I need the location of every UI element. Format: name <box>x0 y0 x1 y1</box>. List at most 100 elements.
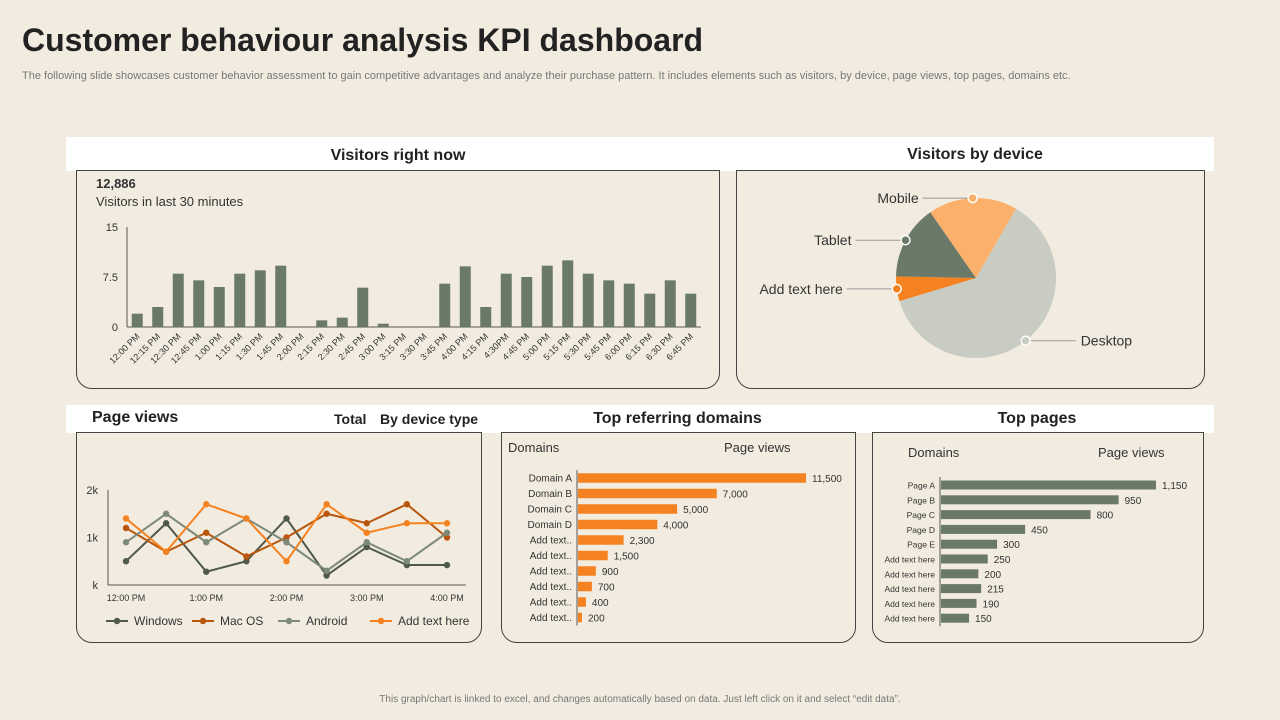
pie-label: Desktop <box>1081 333 1133 349</box>
bar <box>941 510 1091 520</box>
bar <box>578 566 596 576</box>
bar <box>480 307 492 327</box>
top-pages-header: Top pages <box>997 410 1077 427</box>
y-tick-label: 0 <box>112 322 118 334</box>
series-point <box>323 572 330 579</box>
pie-label: Add text here <box>759 281 842 297</box>
legend-label: Windows <box>134 614 183 628</box>
series-point <box>162 510 170 517</box>
value-label: 450 <box>1031 525 1048 536</box>
value-label: 1,500 <box>614 552 639 563</box>
bar <box>459 266 471 327</box>
bar <box>193 280 205 327</box>
page-title: Customer behaviour analysis KPI dashboar… <box>22 22 704 58</box>
bar <box>941 524 1026 534</box>
pie-marker <box>1020 335 1031 346</box>
bar <box>152 307 164 327</box>
category-label: Add text here <box>884 555 935 565</box>
bar <box>941 613 970 623</box>
value-label: 200 <box>984 570 1001 581</box>
bar <box>541 265 553 327</box>
bar <box>685 293 697 327</box>
tab-by-device-type[interactable]: By device type <box>380 411 479 427</box>
value-label: 950 <box>1125 496 1142 507</box>
series-point <box>122 539 130 546</box>
series-point <box>203 501 210 508</box>
y-tick-label: k <box>93 580 99 592</box>
bar <box>578 581 592 592</box>
value-label: 400 <box>592 598 609 609</box>
bar <box>377 323 389 327</box>
pie-label: Mobile <box>877 190 918 206</box>
referring-col-domains: Domains <box>508 440 560 455</box>
value-label: 250 <box>994 555 1011 566</box>
bar <box>578 473 806 483</box>
value-label: 800 <box>1097 511 1114 522</box>
top-pages-col-domains: Domains <box>908 445 960 460</box>
referring-header: Top referring domains <box>593 410 762 427</box>
series-point <box>323 501 330 508</box>
bar <box>941 569 979 579</box>
value-label: 700 <box>598 583 615 594</box>
bar <box>172 273 184 327</box>
pie-marker <box>900 234 911 246</box>
top-pages-panel: Domains Page views <box>872 432 1204 643</box>
series-point <box>403 501 411 508</box>
series-point <box>443 561 451 569</box>
bar <box>664 280 676 327</box>
series-point <box>122 524 130 532</box>
top-pages-bar-chart: Page A 1,150 Page B 950 Page C 800 Page D 450 Pa… <box>884 477 1187 627</box>
referring-col-views: Page views <box>724 440 791 455</box>
value-label: 300 <box>1003 540 1020 551</box>
bar <box>578 504 678 514</box>
bar <box>941 598 977 608</box>
y-tick-label: 15 <box>106 222 118 234</box>
bar <box>275 265 287 327</box>
bar <box>578 597 586 607</box>
series-point <box>283 515 290 522</box>
series-point <box>363 543 370 551</box>
bar <box>131 313 143 327</box>
legend-marker <box>377 617 385 625</box>
bar <box>213 287 225 327</box>
series-point <box>243 515 250 522</box>
value-label: 190 <box>983 599 1000 610</box>
bar <box>578 488 717 499</box>
bar <box>336 317 348 327</box>
top-pages-col-views: Page views <box>1098 445 1165 460</box>
bar <box>357 287 369 327</box>
value-label: 5,000 <box>683 505 708 516</box>
category-label: Page E <box>907 540 935 550</box>
series-point <box>203 568 210 575</box>
series-point <box>403 558 411 565</box>
series-point <box>162 520 170 527</box>
pie-slice <box>899 208 1056 358</box>
category-label: Add text here <box>884 599 935 609</box>
series-point <box>162 548 170 555</box>
bar <box>500 273 512 327</box>
series-point <box>283 539 290 546</box>
y-tick-label: 1k <box>86 533 98 545</box>
category-label: Add text.. <box>530 567 572 578</box>
tab-total[interactable]: Total <box>334 411 367 427</box>
series-point <box>203 539 210 546</box>
series-line <box>125 503 448 558</box>
x-tick-label: 1:00 PM <box>189 593 223 603</box>
series-point <box>243 553 250 560</box>
visitors-now-panel: 12,886 Visitors in last 30 minutes <box>76 170 720 389</box>
legend-label: Android <box>306 614 347 628</box>
category-label: Add text here <box>884 614 935 624</box>
x-tick-label: 3:00 PM <box>350 593 384 603</box>
bar <box>644 293 656 327</box>
page-views-panel <box>76 432 482 643</box>
page-views-header: Page views <box>92 409 179 426</box>
x-tick-label: 2:00 PM <box>270 593 304 603</box>
bar <box>578 612 582 623</box>
series-point <box>443 529 451 536</box>
series-point <box>122 558 130 565</box>
series-point <box>203 529 210 536</box>
category-label: Domain D <box>528 520 572 531</box>
series-point <box>283 558 290 565</box>
visitors-device-panel <box>736 170 1205 389</box>
pie-marker <box>967 192 978 204</box>
